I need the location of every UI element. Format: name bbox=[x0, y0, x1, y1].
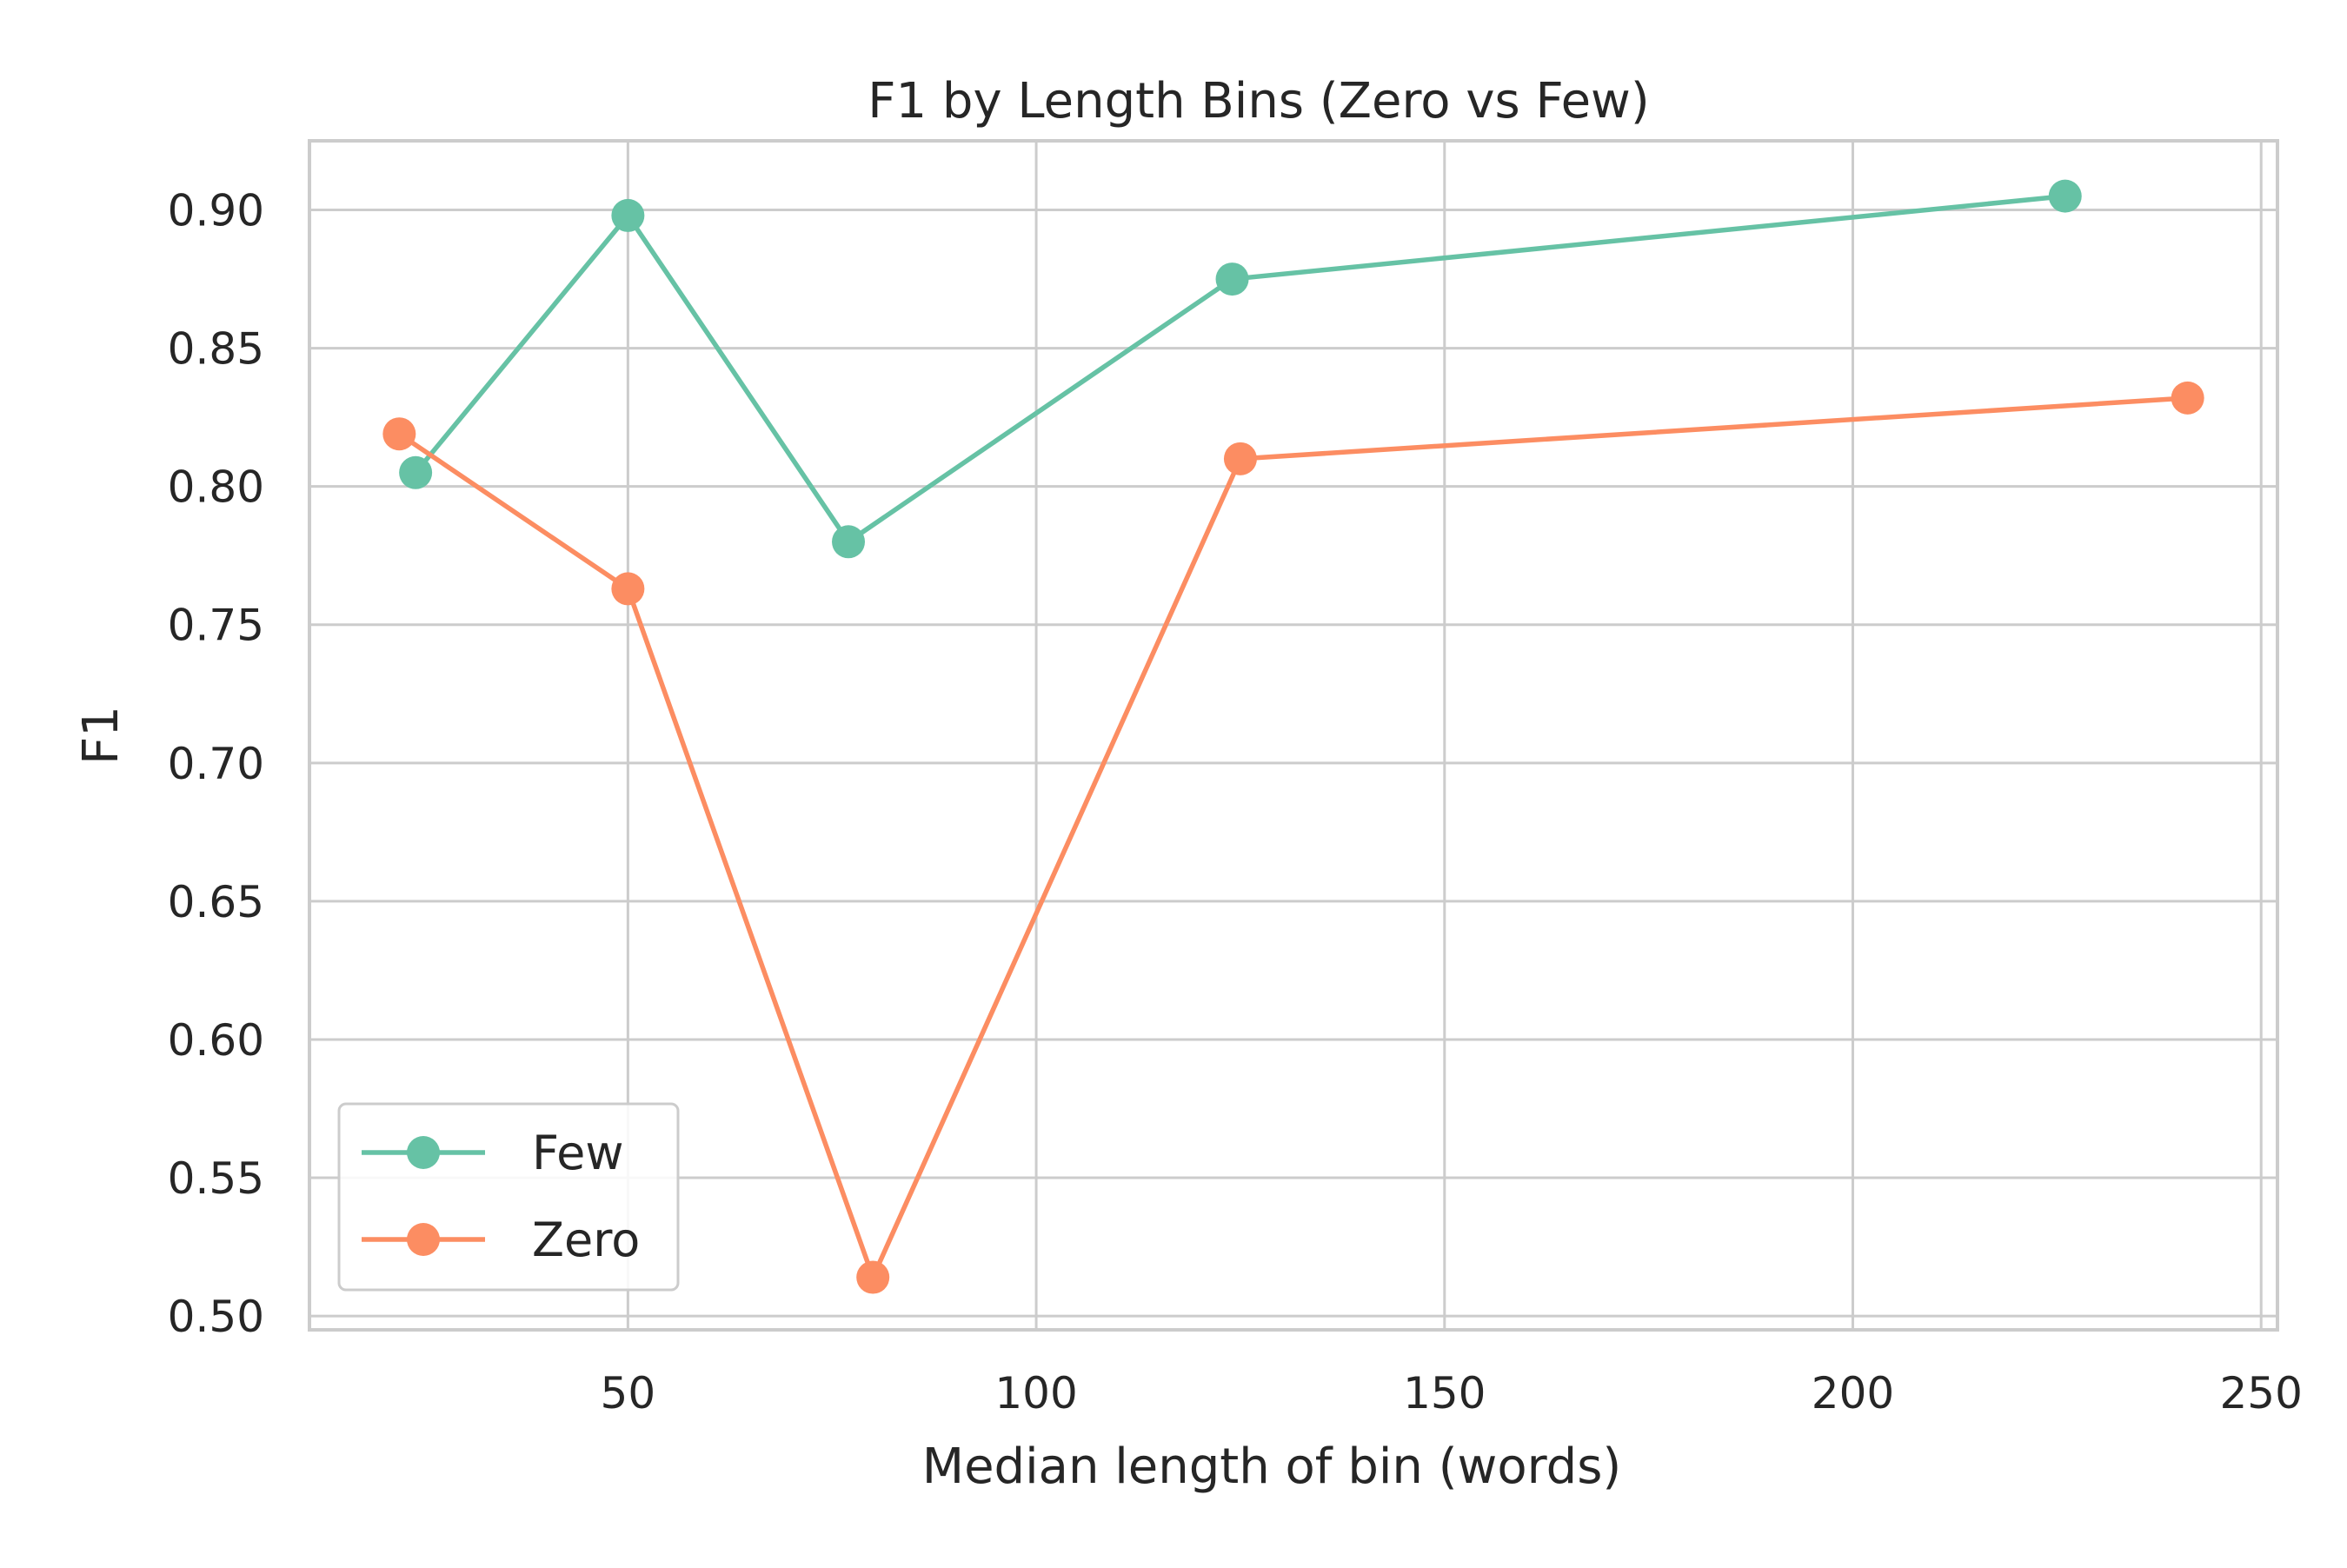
data-point-few bbox=[1215, 262, 1249, 296]
series-zero bbox=[382, 381, 2204, 1294]
y-tick-label: 0.70 bbox=[168, 739, 264, 789]
series-line-few bbox=[413, 193, 2068, 545]
y-tick-label: 0.50 bbox=[168, 1292, 264, 1342]
y-tick-label: 0.90 bbox=[168, 186, 264, 236]
legend-label: Zero bbox=[532, 1213, 640, 1267]
y-tick-label: 0.85 bbox=[168, 324, 264, 375]
legend-marker bbox=[407, 1223, 440, 1256]
plot-frame bbox=[308, 139, 2279, 1332]
x-tick-label: 250 bbox=[2219, 1368, 2302, 1419]
legend: Few Zero bbox=[337, 1102, 680, 1292]
x-tick-label: 50 bbox=[601, 1368, 656, 1419]
y-tick-label: 0.60 bbox=[168, 1015, 264, 1066]
series-layer bbox=[382, 179, 2204, 1294]
y-tick-label: 0.80 bbox=[168, 462, 264, 513]
legend-entry-zero: Zero bbox=[362, 1213, 640, 1267]
legend-entry-few: Few bbox=[362, 1126, 624, 1180]
data-point-zero bbox=[856, 1260, 890, 1294]
y-axis-label: F1 bbox=[73, 706, 130, 765]
x-tick-label: 200 bbox=[1812, 1368, 1894, 1419]
y-tick-label: 0.55 bbox=[168, 1153, 264, 1204]
data-point-zero bbox=[382, 417, 416, 451]
x-tick-label: 100 bbox=[994, 1368, 1077, 1419]
y-tick-label: 0.65 bbox=[168, 877, 264, 927]
chart-title: F1 by Length Bins (Zero vs Few) bbox=[868, 73, 1649, 130]
legend-label: Few bbox=[532, 1126, 624, 1180]
series-few bbox=[399, 179, 2082, 559]
data-point-few bbox=[832, 525, 866, 559]
data-point-zero bbox=[2171, 381, 2204, 415]
legend-marker bbox=[407, 1136, 440, 1169]
x-axis-label: Median length of bin (words) bbox=[922, 1438, 1621, 1495]
data-point-zero bbox=[611, 572, 645, 606]
legend-entries: Few Zero bbox=[362, 1126, 640, 1267]
data-point-few bbox=[2048, 179, 2082, 213]
data-point-zero bbox=[1223, 442, 1257, 475]
x-tick-label: 150 bbox=[1403, 1368, 1486, 1419]
data-point-few bbox=[399, 455, 433, 489]
tick-labels: 50 100 150 200 250 0.50 0.55 0.60 0.65 0.70 0.75 0.… bbox=[168, 186, 2303, 1419]
data-point-few bbox=[611, 198, 645, 232]
y-tick-label: 0.75 bbox=[168, 601, 264, 651]
